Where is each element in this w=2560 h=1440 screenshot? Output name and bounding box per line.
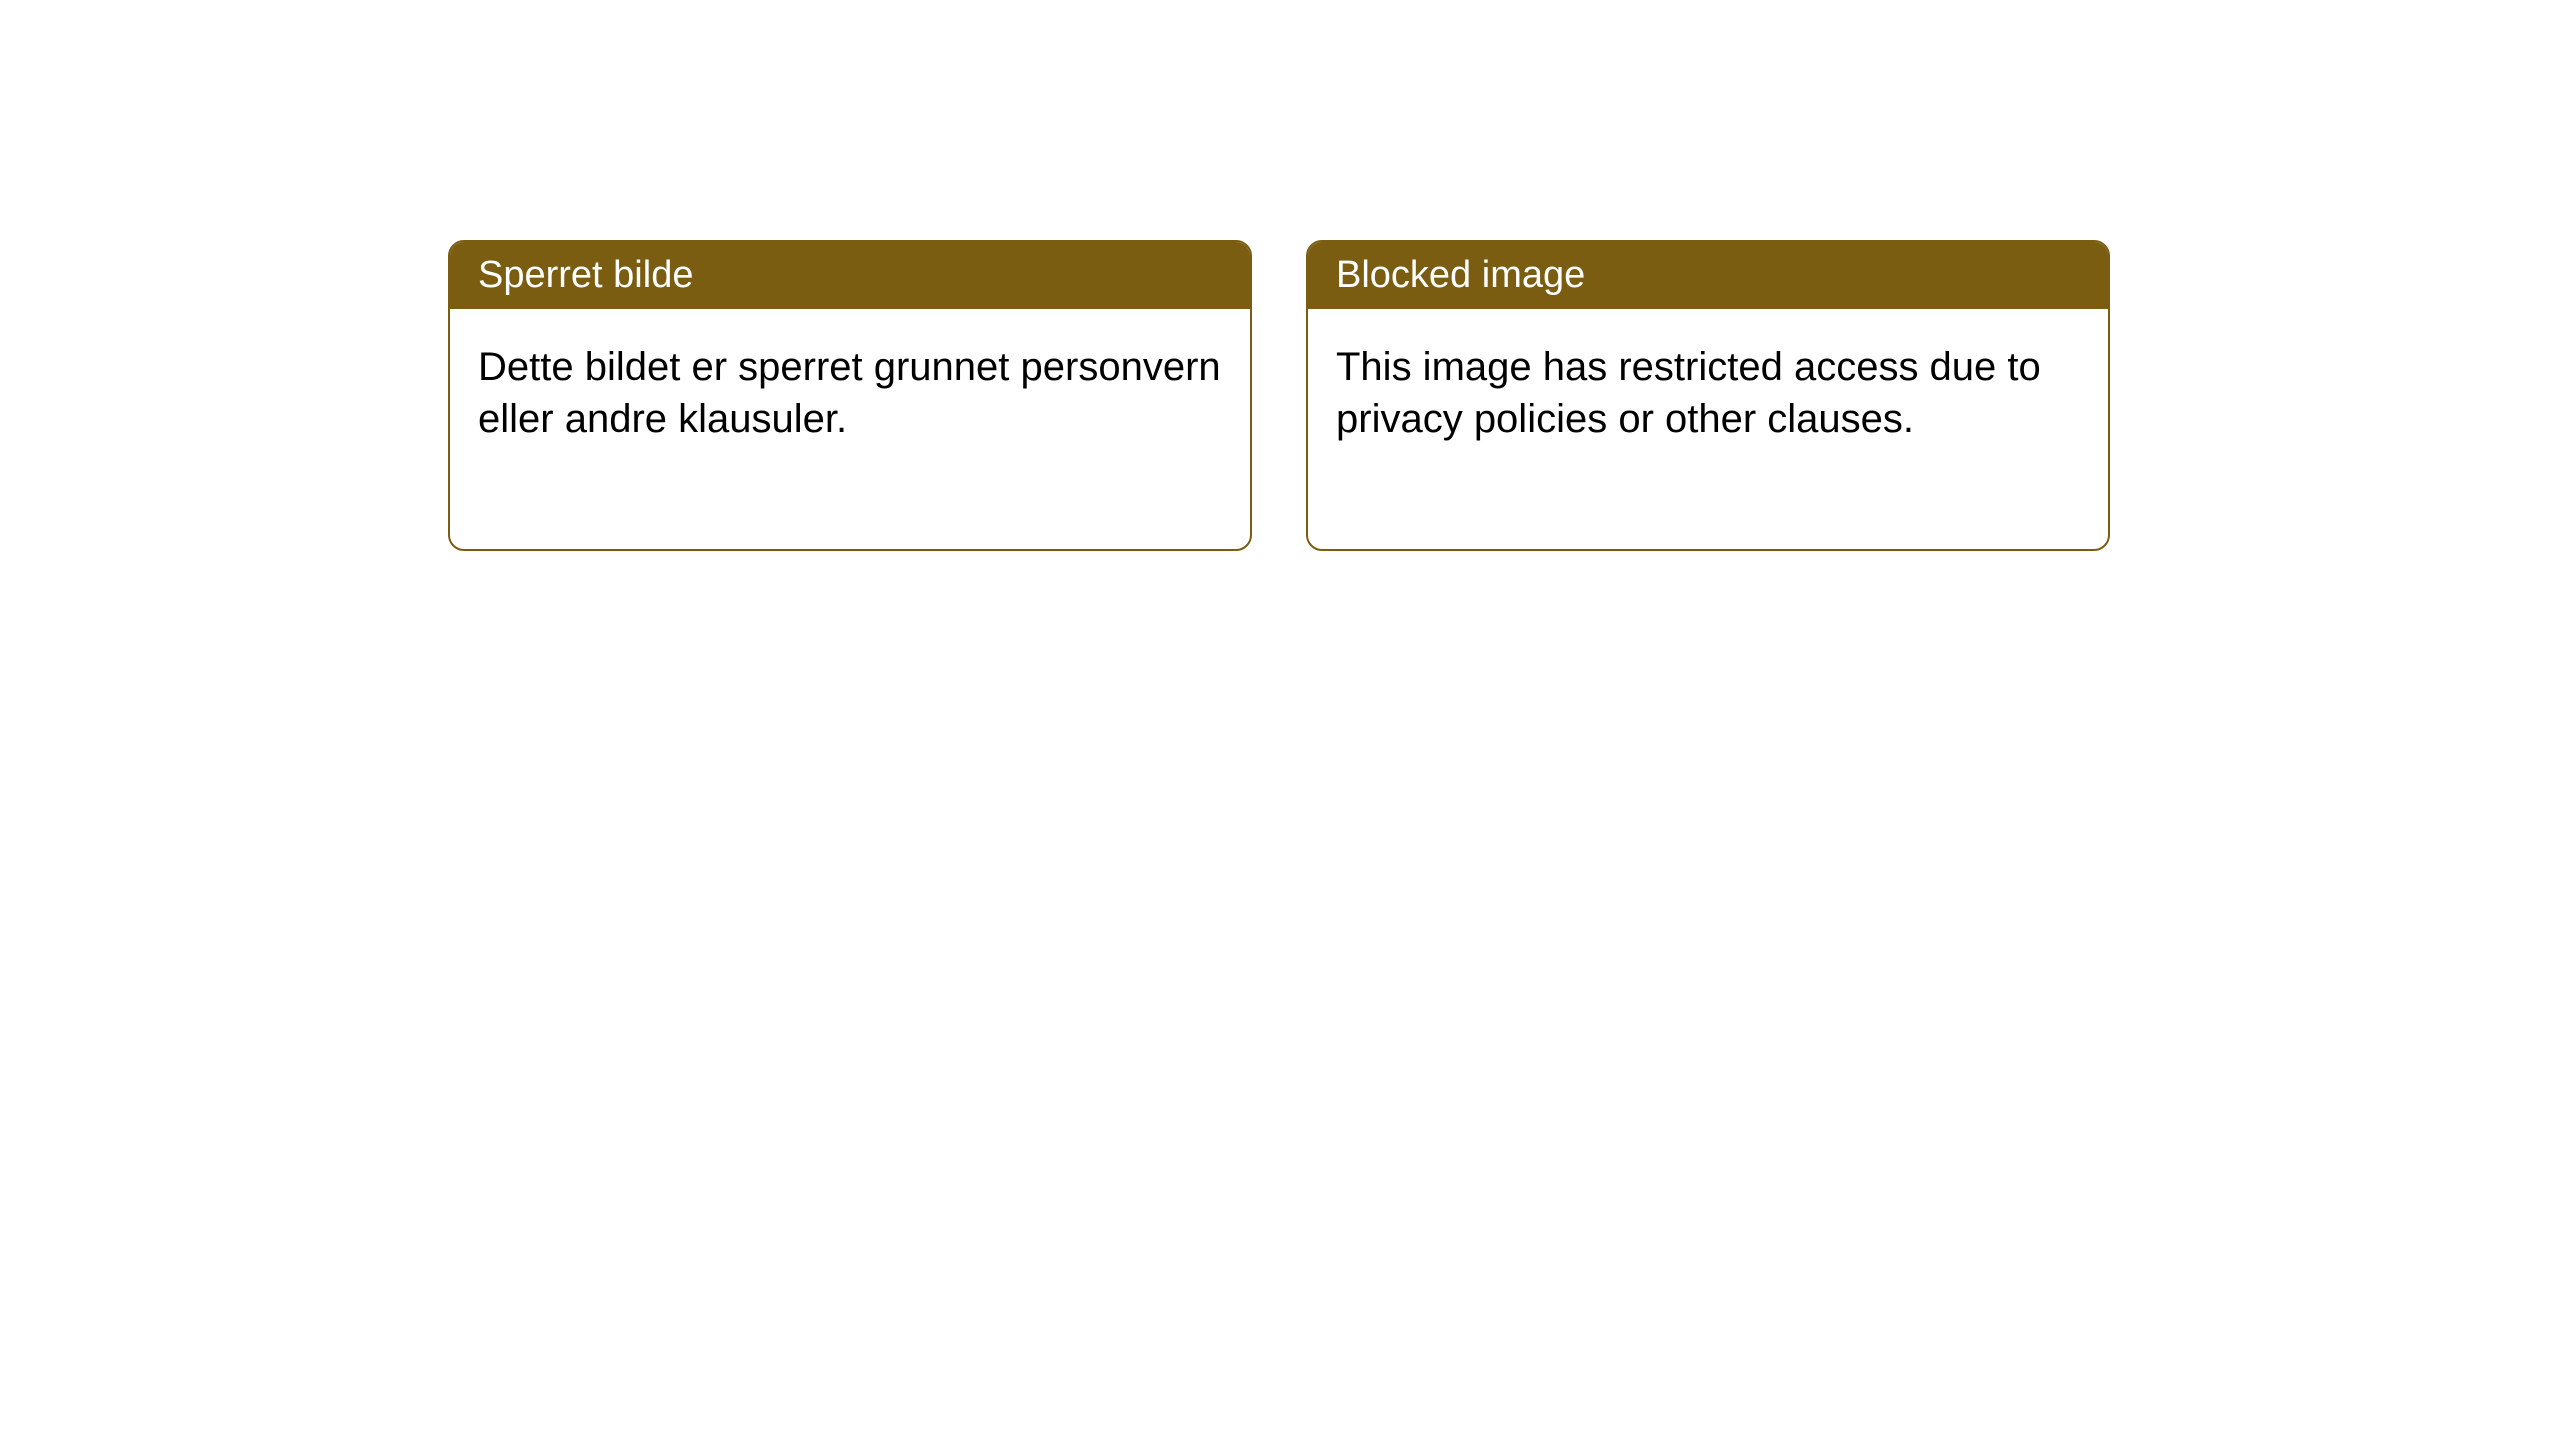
notice-card-english: Blocked image This image has restricted … <box>1306 240 2110 551</box>
card-body-text: Dette bildet er sperret grunnet personve… <box>478 345 1221 441</box>
notice-card-norwegian: Sperret bilde Dette bildet er sperret gr… <box>448 240 1252 551</box>
card-body-text: This image has restricted access due to … <box>1336 345 2041 441</box>
card-body: Dette bildet er sperret grunnet personve… <box>450 309 1250 549</box>
card-header: Sperret bilde <box>450 242 1250 309</box>
notice-cards-container: Sperret bilde Dette bildet er sperret gr… <box>448 240 2110 551</box>
card-header: Blocked image <box>1308 242 2108 309</box>
card-title: Blocked image <box>1336 254 1585 296</box>
card-title: Sperret bilde <box>478 254 693 296</box>
card-body: This image has restricted access due to … <box>1308 309 2108 549</box>
